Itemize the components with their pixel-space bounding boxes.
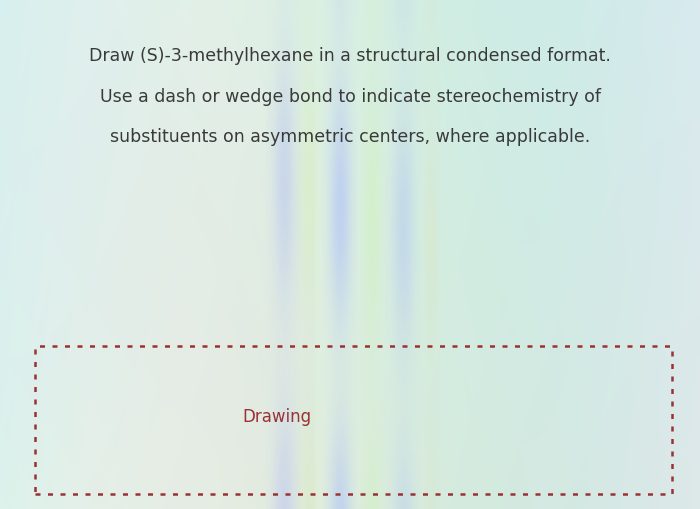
Text: Use a dash or wedge bond to indicate stereochemistry of: Use a dash or wedge bond to indicate ste… <box>99 88 601 106</box>
Bar <box>35 346 672 494</box>
Text: substituents on asymmetric centers, where applicable.: substituents on asymmetric centers, wher… <box>110 128 590 147</box>
Text: Draw (S)-3-methylhexane in a structural condensed format.: Draw (S)-3-methylhexane in a structural … <box>89 47 611 65</box>
Text: Drawing: Drawing <box>242 408 312 426</box>
